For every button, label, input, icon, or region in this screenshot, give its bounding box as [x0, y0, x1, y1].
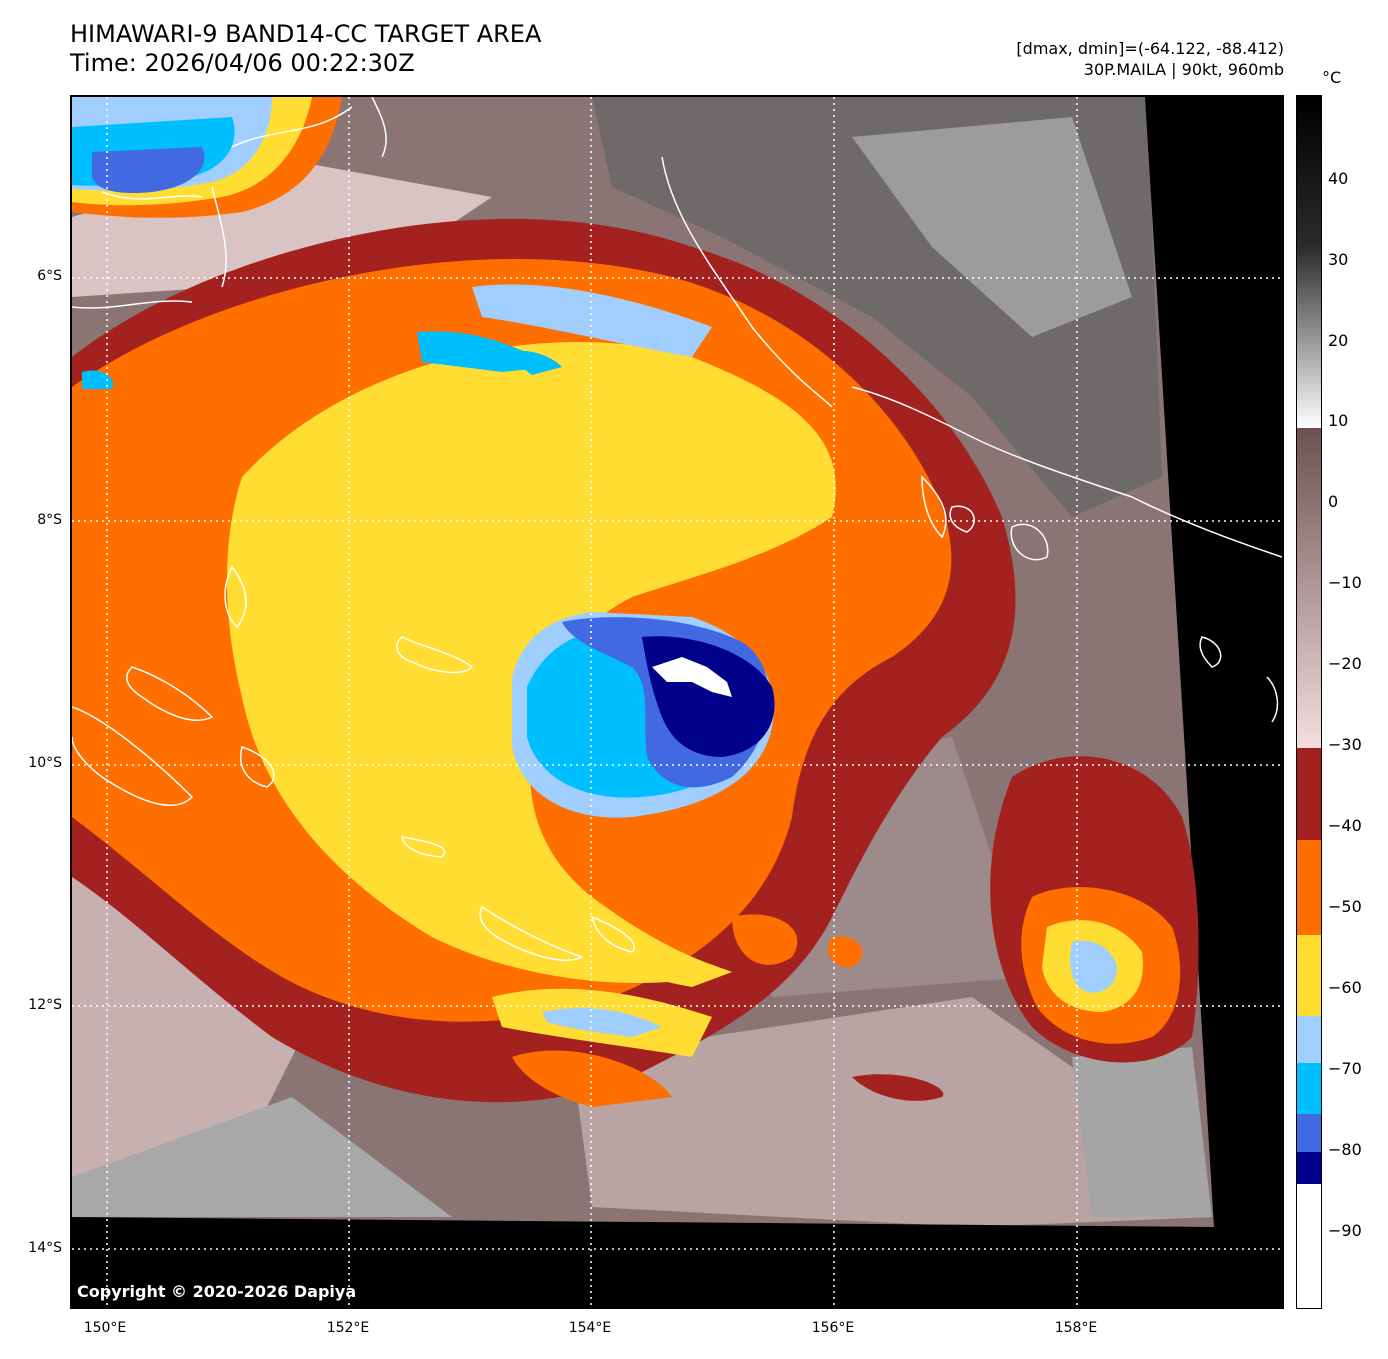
lat-label-6s: 6°S	[37, 268, 62, 284]
colorbar-tick-minus20: −20	[1328, 654, 1362, 673]
lat-label-8s: 8°S	[37, 512, 62, 528]
colorbar-tick-minus80: −80	[1328, 1140, 1362, 1159]
lon-label-154e: 154°E	[568, 1320, 612, 1336]
colorbar-tick-minus30: −30	[1328, 735, 1362, 754]
lon-label-150e: 150°E	[83, 1320, 127, 1336]
lat-label-10s: 10°S	[28, 755, 62, 771]
title-line-2: Time: 2026/04/06 00:22:30Z	[70, 49, 415, 77]
storm-info: [dmax, dmin]=(-64.122, -88.412) 30P.MAIL…	[1016, 38, 1284, 80]
lon-label-152e: 152°E	[326, 1320, 370, 1336]
copyright-notice: Copyright © 2020-2026 Dapiya	[77, 1282, 357, 1301]
colorbar-tick-minus60: −60	[1328, 978, 1362, 997]
colorbar-tick-0: 0	[1328, 492, 1339, 511]
storm-intensity: 30P.MAILA | 90kt, 960mb	[1083, 60, 1284, 79]
colorbar-tick-20: 20	[1328, 331, 1349, 350]
colorbar-tick-10: 10	[1328, 411, 1349, 430]
colorbar-tick-minus40: −40	[1328, 816, 1362, 835]
lon-label-158e: 158°E	[1054, 1320, 1098, 1336]
graticule	[72, 97, 1282, 1307]
dmax-dmin-readout: [dmax, dmin]=(-64.122, -88.412)	[1016, 39, 1284, 58]
title-line-1: HIMAWARI-9 BAND14-CC TARGET AREA	[70, 20, 542, 48]
colorbar-tick-minus10: −10	[1328, 573, 1362, 592]
colorbar-tick-minus90: −90	[1328, 1221, 1362, 1240]
satellite-map: Copyright © 2020-2026 Dapiya	[70, 95, 1284, 1309]
ir-imagery	[72, 97, 1282, 1307]
lat-label-14s: 14°S	[28, 1240, 62, 1256]
colorbar-tick-40: 40	[1328, 169, 1349, 188]
lon-label-156e: 156°E	[811, 1320, 855, 1336]
colorbar-tick-30: 30	[1328, 250, 1349, 269]
coastlines	[72, 97, 1282, 961]
temperature-colorbar	[1296, 95, 1322, 1309]
chart-title: HIMAWARI-9 BAND14-CC TARGET AREA Time: 2…	[70, 20, 541, 78]
colorbar-tick-minus50: −50	[1328, 897, 1362, 916]
lat-label-12s: 12°S	[28, 997, 62, 1013]
colorbar-tick-minus70: −70	[1328, 1059, 1362, 1078]
colorbar-unit: °C	[1322, 68, 1342, 87]
